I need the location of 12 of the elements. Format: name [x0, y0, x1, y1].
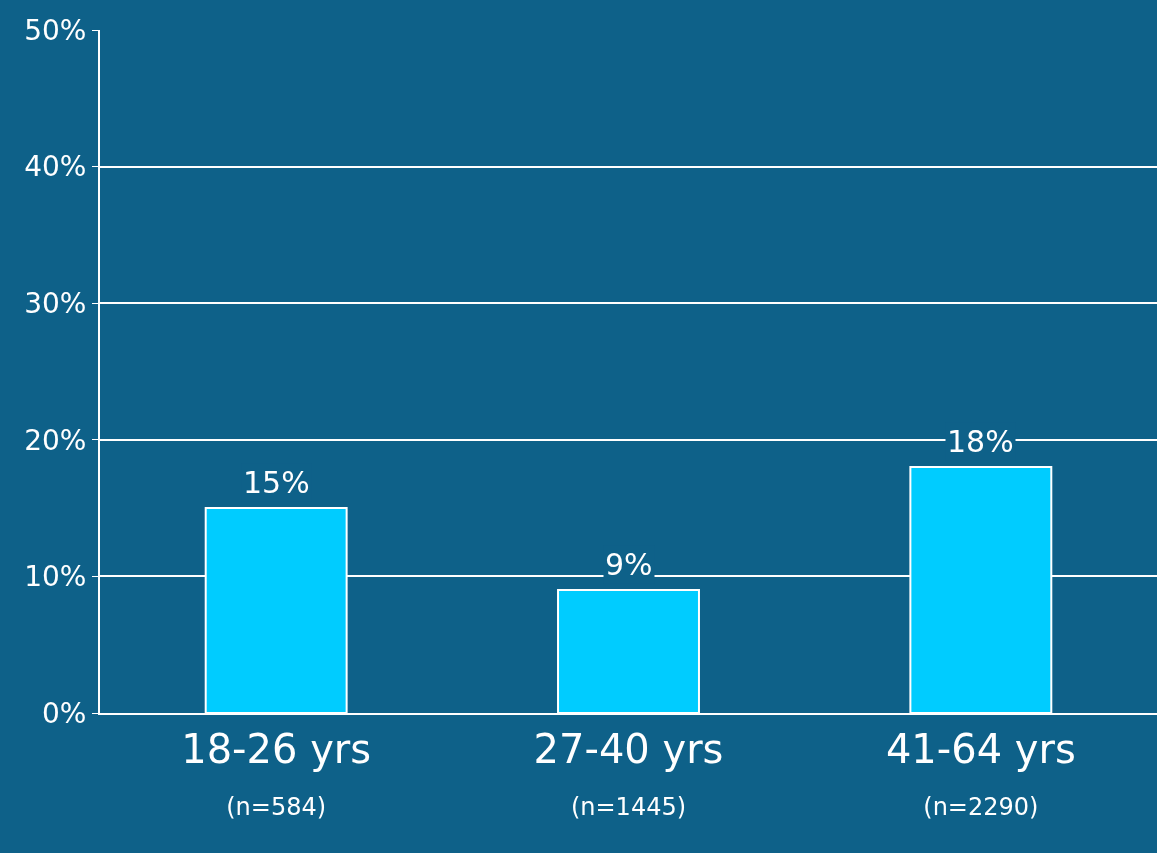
- data-label: 9%: [605, 547, 653, 582]
- data-label: 18%: [947, 424, 1014, 459]
- data-label: 15%: [243, 465, 310, 500]
- y-tick-label: 40%: [24, 150, 87, 184]
- x-tick-label: 41-64 yrs (n=2290): [885, 726, 1076, 821]
- y-tick-label: 0%: [41, 696, 87, 730]
- y-tick-label: 30%: [24, 287, 87, 320]
- x-tick-label: 18-26 yrs (n=584): [181, 726, 372, 821]
- x-tick-label: 27-40 yrs (n=1445): [533, 726, 724, 821]
- y-tick-label: 20%: [24, 423, 87, 457]
- y-tick-label: 50%: [24, 13, 87, 47]
- y-tick-label: 10%: [24, 560, 87, 594]
